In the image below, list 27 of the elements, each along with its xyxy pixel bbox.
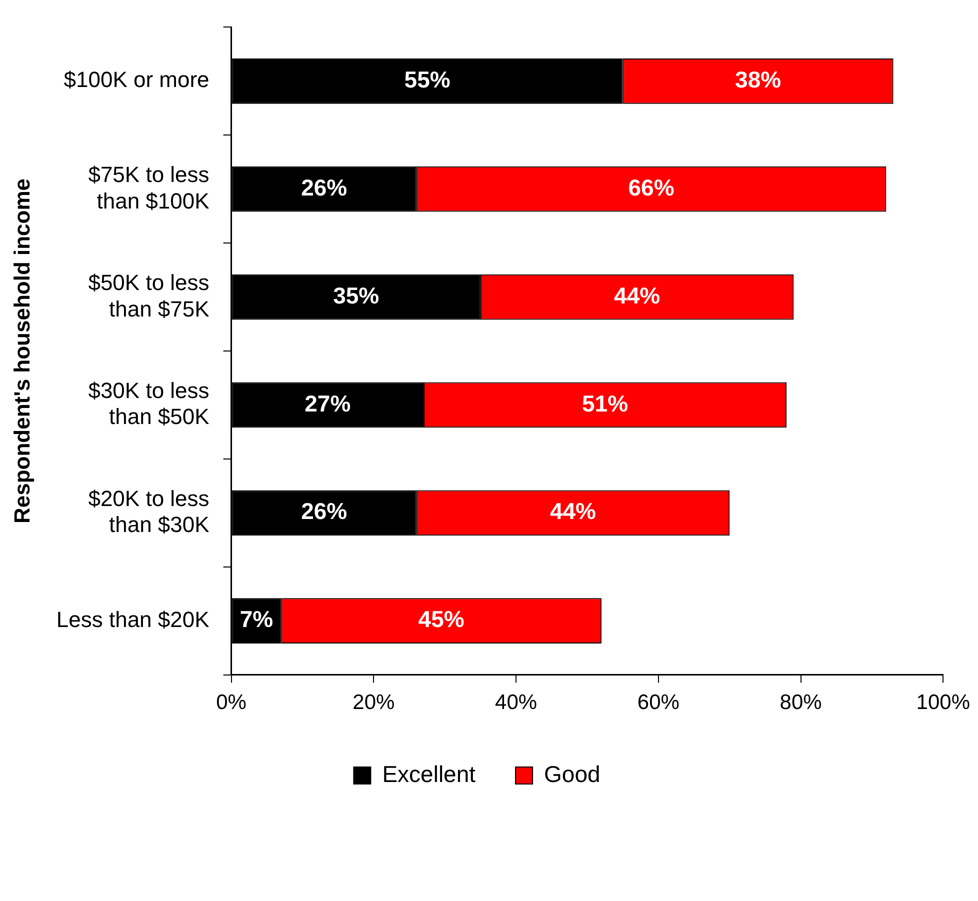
y-tick-label: Less than $20K [56,606,210,632]
data-label: 66% [628,174,674,200]
data-label: 35% [333,282,380,308]
x-tick-label: 60% [637,691,680,714]
y-tick-label: $30K to less than $50K [88,378,210,430]
x-tick-label: 40% [495,691,538,714]
data-label: 26% [301,498,348,524]
data-label: 38% [735,66,782,93]
y-tick-label: $50K to less than $75K [88,270,210,322]
data-label: 44% [614,282,660,308]
x-tick-label: 80% [780,691,822,714]
legend-label: Excellent [382,760,476,787]
data-label: 44% [550,498,596,524]
data-label: 55% [404,66,450,93]
legend-label: Good [544,760,600,787]
y-tick-label: $20K to less than $30K [88,486,210,538]
data-label: 27% [304,390,351,416]
data-label: 7% [240,606,274,632]
y-tick-label: $100K or more [64,67,210,92]
data-label: 26% [301,174,348,200]
y-axis-title: Respondent's household income [9,178,34,524]
data-label: 51% [582,390,628,416]
y-tick-label: $75K to less than $100K [88,162,210,214]
x-tick-label: 0% [216,691,246,714]
data-label: 45% [418,606,464,632]
x-tick-label: 100% [916,691,970,714]
x-tick-label: 20% [352,691,395,714]
